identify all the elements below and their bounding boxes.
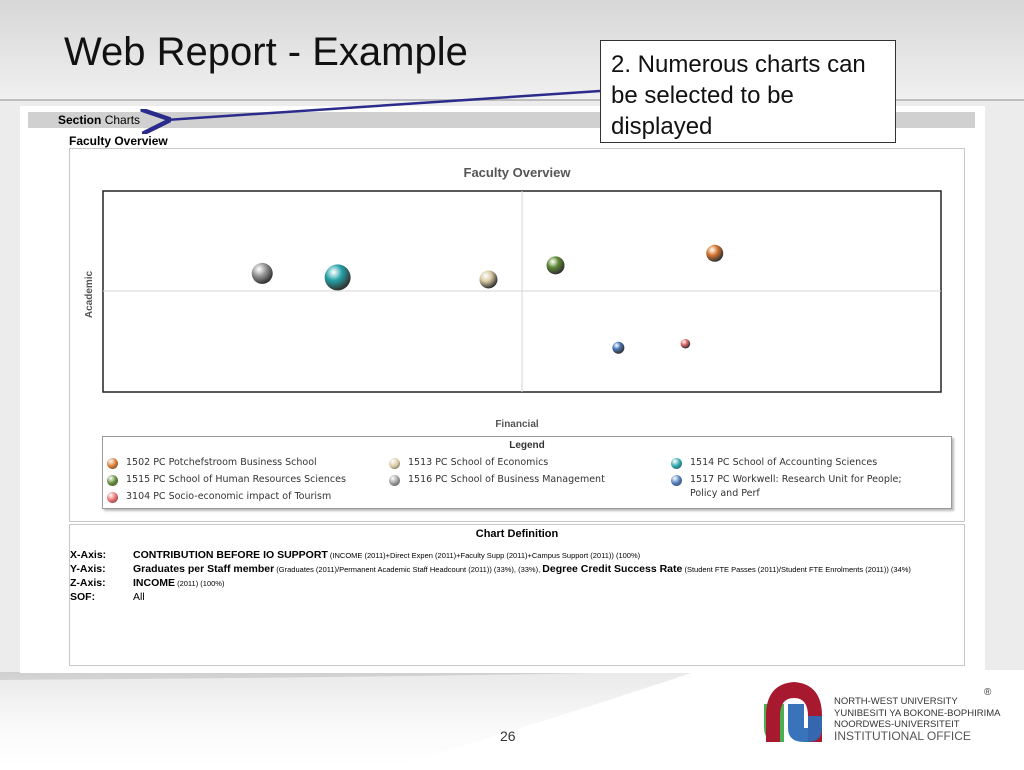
logo-line-2: YUNIBESITI YA BOKONE-BOPHIRIMA	[834, 707, 1001, 719]
legend-marker	[389, 475, 400, 486]
registered-mark: ®	[984, 687, 992, 698]
chart-definition-box: Chart Definition X-Axis: CONTRIBUTION BE…	[69, 524, 965, 666]
chart-title: Faculty Overview	[463, 165, 571, 180]
sof-key: SOF:	[70, 591, 96, 603]
legend-entry[interactable]: 1517 PC Workwell: Research Unit for Peop…	[690, 474, 902, 499]
y-axis-value: Graduates per Staff member (Graduates (2…	[133, 563, 911, 575]
bubble-point[interactable]	[251, 262, 273, 284]
definition-title: Chart Definition	[475, 528, 559, 540]
z-axis-formula: (2011) (100%)	[175, 579, 225, 588]
legend-entry[interactable]: 1513 PC School of Economics	[408, 457, 549, 468]
y-axis-label: Academic	[84, 270, 96, 319]
slide-title: Web Report - Example	[64, 30, 468, 74]
bubble-point[interactable]	[479, 270, 498, 289]
legend-marker	[671, 475, 682, 486]
legend-marker	[107, 458, 118, 469]
legend-entry[interactable]: 3104 PC Socio-economic impact of Tourism	[126, 491, 332, 502]
bubble-point[interactable]	[546, 256, 565, 275]
page-number: 26	[500, 728, 516, 744]
z-axis-value: INCOME (2011) (100%)	[133, 577, 224, 589]
x-axis-measure: CONTRIBUTION BEFORE IO SUPPORT	[133, 549, 328, 561]
y-axis-formula-1: (Graduates (2011)/Permanent Academic Sta…	[274, 565, 543, 574]
sof-value: All	[133, 591, 145, 603]
legend-entry[interactable]: 1516 PC School of Business Management	[408, 474, 605, 485]
y-axis-measure-2: Degree Credit Success Rate	[542, 563, 683, 575]
bubble-point[interactable]	[706, 244, 724, 262]
report-heading: Faculty Overview	[69, 134, 168, 148]
x-axis-formula: (INCOME (2011)+Direct Expen (2011)+Facul…	[327, 551, 641, 560]
section-value: Charts	[104, 113, 141, 127]
legend-entry[interactable]: 1514 PC School of Accounting Sciences	[690, 457, 878, 468]
bubble-point[interactable]	[612, 341, 625, 354]
university-logo-icon	[764, 682, 822, 742]
bubble-point[interactable]	[680, 338, 691, 349]
logo-line-1: NORTH-WEST UNIVERSITY	[834, 696, 958, 707]
legend-entry[interactable]: 1515 PC School of Human Resources Scienc…	[126, 474, 346, 485]
x-axis-key: X-Axis:	[70, 549, 107, 561]
legend-marker	[107, 492, 118, 503]
legend-marker	[671, 458, 682, 469]
legend-marker	[389, 458, 400, 469]
university-name: NORTH-WEST UNIVERSITY YUNIBESITI YA BOKO…	[834, 696, 1000, 742]
legend-marker	[107, 475, 118, 486]
section-selector[interactable]: Section Charts	[58, 113, 140, 127]
legend-entry[interactable]: 1502 PC Potchefstroom Business School	[126, 457, 317, 468]
logo-line-4: INSTITUTIONAL OFFICE	[834, 728, 971, 743]
z-axis-key: Z-Axis:	[70, 577, 106, 589]
bubble-plot	[102, 190, 942, 393]
logo-line-3: NOORDWES-UNIVERSITEIT	[834, 719, 960, 730]
x-axis-value: CONTRIBUTION BEFORE IO SUPPORT (INCOME (…	[133, 549, 640, 561]
y-axis-formula-2: (Student FTE Passes (2011)/Student FTE E…	[682, 565, 911, 574]
section-label: Section	[58, 113, 102, 127]
x-axis-label: Financial	[495, 419, 539, 430]
y-axis-measure-1: Graduates per Staff member	[133, 563, 275, 575]
y-axis-key: Y-Axis:	[70, 563, 106, 575]
chart-legend: Legend 1502 PC Potchefstroom Business Sc…	[102, 436, 952, 509]
z-axis-measure: INCOME	[133, 577, 175, 589]
bubble-point[interactable]	[324, 264, 351, 291]
legend-title: Legend	[509, 440, 545, 451]
footer-swoosh	[0, 670, 1024, 770]
callout-box: 2. Numerous charts can be selected to be…	[600, 40, 896, 143]
